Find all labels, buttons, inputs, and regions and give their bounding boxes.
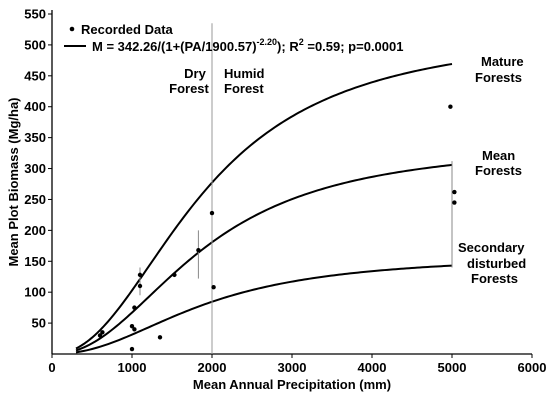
x-tick-label: 4000 [358, 360, 387, 375]
annotation-dry-line1: Dry [184, 66, 206, 81]
data-point [448, 104, 453, 109]
y-tick-label: 350 [24, 130, 46, 145]
data-point [137, 283, 143, 289]
x-axis-label: Mean Annual Precipitation (mm) [193, 377, 391, 392]
annotation-humid-line2: Forest [224, 81, 264, 96]
error-bars [139, 161, 453, 296]
legend-curve-main: M = 342.26/(1+(PA/1900.57) [92, 39, 257, 54]
legend-curve-fit: ); R [277, 39, 299, 54]
y-tick-label: 500 [24, 37, 46, 52]
data-point [452, 200, 457, 205]
legend-curve-exponent: -2.20 [257, 37, 278, 47]
legend-points-label: Recorded Data [81, 22, 174, 37]
annotation-humid-line1: Humid [224, 66, 265, 81]
data-point [209, 210, 215, 216]
annotation-mean-line1: Mean [482, 148, 515, 163]
data-point [132, 305, 137, 310]
data-point [196, 247, 201, 253]
data-points [97, 104, 457, 352]
y-tick-label: 200 [24, 223, 46, 238]
curve-secondary-disturbed-forests [75, 264, 453, 354]
y-tick-label: 100 [24, 285, 46, 300]
annotation-secondary-line3: Forests [471, 271, 518, 286]
legend-point-marker [69, 26, 75, 32]
y-tick-label: 400 [24, 99, 46, 114]
data-point [100, 330, 105, 335]
annotation-mature-line2: Forests [475, 70, 522, 85]
annotation-mature-line1: Mature [481, 54, 524, 69]
data-point [211, 285, 216, 290]
legend-curve-tail: =0.59; p=0.0001 [304, 39, 404, 54]
y-tick-label: 300 [24, 161, 46, 176]
y-tick-label: 250 [24, 192, 46, 207]
curve-mature-forests [75, 63, 453, 350]
data-point [97, 333, 103, 338]
legend-curve-label: M = 342.26/(1+(PA/1900.57)-2.20); R2 =0.… [92, 37, 403, 54]
x-tick-label: 0 [48, 360, 55, 375]
fit-curves [75, 63, 453, 354]
legend-r2-superscript: 2 [299, 37, 304, 47]
curve-mean-forests [75, 163, 453, 352]
data-point [129, 323, 135, 329]
data-point [137, 272, 143, 278]
data-point [157, 335, 163, 340]
data-point [172, 272, 177, 278]
y-axis-label: Mean Plot Biomass (Mg/ha) [6, 97, 21, 266]
x-tick-label: 5000 [438, 360, 467, 375]
y-tick-label: 550 [24, 7, 46, 22]
x-tick-label: 3000 [278, 360, 307, 375]
annotation-dry-line2: Forest [169, 81, 209, 96]
y-tick-label: 150 [24, 254, 46, 269]
x-tick-label: 1000 [118, 360, 147, 375]
data-point [129, 346, 135, 352]
x-tick-label: 6000 [518, 360, 547, 375]
annotation-secondary-line1: Secondary [458, 240, 525, 255]
annotation-secondary-line2: disturbed [467, 256, 526, 271]
legend: Recorded Data M = 342.26/(1+(PA/1900.57)… [64, 22, 403, 54]
data-point [132, 327, 137, 332]
y-tick-label: 50 [32, 316, 46, 331]
x-tick-label: 2000 [198, 360, 227, 375]
axis-ticks: 0 1000 2000 3000 4000 5000 6000 50 100 150 200 250 3… [24, 7, 546, 376]
y-tick-label: 450 [24, 68, 46, 83]
data-point [452, 189, 457, 195]
annotation-mean-line2: Forests [475, 163, 522, 178]
